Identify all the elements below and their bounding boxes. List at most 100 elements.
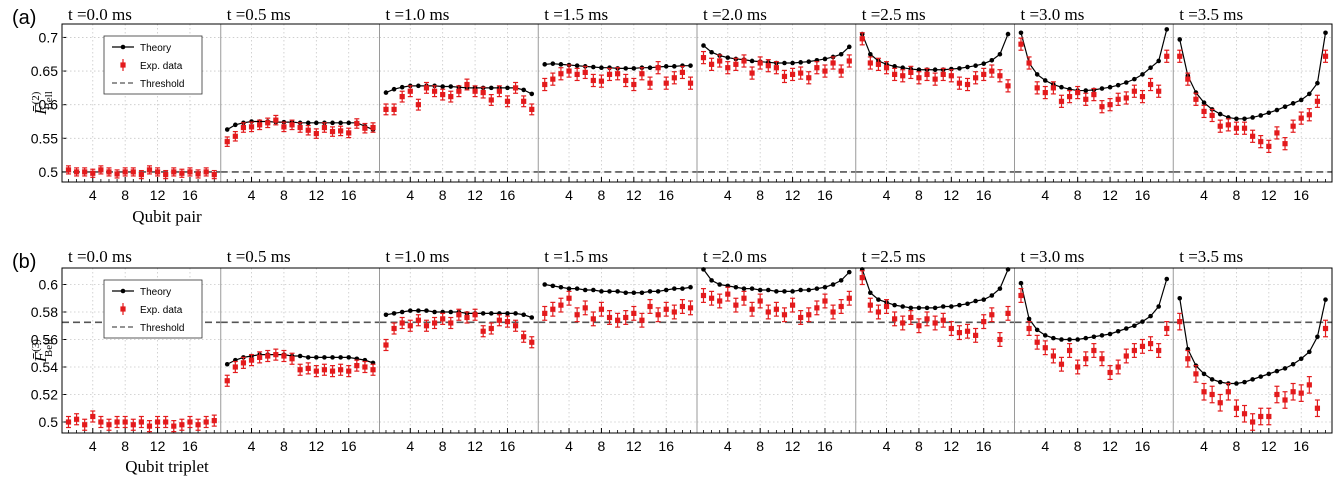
exp-point bbox=[615, 317, 621, 323]
theory-point bbox=[1274, 107, 1280, 113]
exp-point bbox=[542, 310, 548, 316]
exp-point bbox=[281, 353, 287, 359]
theory-point bbox=[330, 120, 335, 126]
theory-point bbox=[1083, 335, 1089, 341]
exp-point bbox=[1322, 325, 1329, 332]
exp-point bbox=[883, 65, 890, 71]
legend-exp-label: Exp. data bbox=[140, 305, 183, 316]
exp-point bbox=[582, 305, 588, 311]
theory-point bbox=[1298, 356, 1304, 362]
theory-point bbox=[774, 289, 779, 294]
x-tick-label: 16 bbox=[817, 438, 833, 454]
theory-point bbox=[521, 312, 526, 318]
theory-point bbox=[432, 309, 437, 315]
exp-point bbox=[822, 68, 828, 74]
exp-point bbox=[631, 81, 637, 88]
exp-point bbox=[822, 298, 828, 304]
exp-point bbox=[1201, 389, 1207, 395]
exp-point bbox=[1107, 369, 1113, 376]
theory-point bbox=[908, 305, 914, 311]
theory-point bbox=[1315, 80, 1320, 86]
exp-point bbox=[248, 357, 255, 363]
theory-line bbox=[703, 45, 850, 64]
theory-point bbox=[1075, 337, 1080, 342]
exp-point bbox=[647, 80, 653, 86]
x-tick-label: 8 bbox=[756, 438, 764, 454]
theory-point bbox=[513, 311, 518, 316]
theory-point bbox=[688, 63, 693, 68]
theory-point bbox=[1107, 331, 1113, 337]
exp-point bbox=[1298, 115, 1304, 121]
exp-point bbox=[362, 364, 368, 370]
theory-point bbox=[1059, 337, 1064, 342]
exp-point bbox=[106, 169, 112, 175]
theory-point bbox=[655, 289, 661, 294]
theory-point bbox=[1107, 84, 1113, 90]
exp-point bbox=[171, 423, 177, 429]
exp-point bbox=[1075, 364, 1081, 370]
exp-point bbox=[1266, 143, 1272, 149]
theory-point bbox=[1217, 111, 1223, 117]
exp-point bbox=[606, 314, 613, 321]
x-tick-label: 12 bbox=[1261, 438, 1277, 454]
exp-point bbox=[1274, 130, 1280, 136]
time-label: t =2.5 ms bbox=[862, 247, 926, 266]
subpanel-4: 4 8 12 16 t =2.0 ms bbox=[696, 247, 856, 454]
exp-point bbox=[114, 419, 120, 425]
theory-line bbox=[1020, 29, 1168, 92]
y-tick-label: 0.56 bbox=[31, 332, 58, 348]
exp-point bbox=[423, 85, 430, 91]
x-tick-label: 16 bbox=[500, 438, 516, 454]
exp-point bbox=[830, 60, 836, 66]
exp-point bbox=[973, 332, 979, 338]
panel-label: (b) bbox=[12, 251, 36, 273]
theory-point bbox=[790, 60, 795, 66]
x-tick-label: 8 bbox=[1074, 187, 1082, 203]
exp-point bbox=[733, 302, 739, 308]
exp-point bbox=[749, 70, 755, 76]
theory-point bbox=[733, 284, 739, 290]
x-tick-label: 8 bbox=[915, 438, 923, 454]
exp-point bbox=[1026, 325, 1032, 332]
legend-threshold-label: Threshold bbox=[140, 79, 184, 90]
exp-point bbox=[163, 172, 169, 178]
exp-point bbox=[338, 128, 344, 134]
subpanel-1: 4 8 12 16 t =0.5 ms bbox=[220, 5, 380, 203]
exp-point bbox=[773, 65, 779, 71]
exp-point bbox=[399, 320, 405, 326]
exp-point bbox=[687, 305, 694, 311]
exp-point bbox=[838, 68, 844, 74]
theory-point bbox=[399, 84, 405, 90]
exp-point bbox=[504, 319, 511, 325]
exp-point bbox=[65, 167, 72, 173]
y-axis-label: F̄(2)Bell bbox=[30, 91, 55, 116]
theory-point bbox=[346, 120, 352, 126]
x-tick-label: 8 bbox=[1233, 438, 1241, 454]
exp-point bbox=[1156, 88, 1162, 94]
theory-point bbox=[314, 355, 319, 360]
exp-point bbox=[472, 88, 478, 94]
exp-point bbox=[321, 124, 328, 131]
theory-point bbox=[1156, 58, 1161, 64]
exp-point bbox=[1005, 83, 1011, 89]
theory-point bbox=[416, 83, 421, 89]
x-tick-label: 4 bbox=[724, 187, 732, 203]
x-tick-label: 8 bbox=[121, 438, 129, 454]
exp-point bbox=[488, 325, 494, 332]
theory-point bbox=[822, 284, 828, 290]
theory-point bbox=[631, 290, 637, 296]
exp-point bbox=[98, 167, 104, 173]
exp-point bbox=[65, 419, 72, 425]
theory-point bbox=[981, 297, 987, 302]
exp-point bbox=[1185, 76, 1191, 82]
exp-point bbox=[281, 124, 287, 130]
x-tick-label: 16 bbox=[976, 438, 992, 454]
exp-point bbox=[948, 73, 954, 79]
exp-point bbox=[1131, 347, 1137, 354]
exp-point bbox=[798, 70, 804, 76]
theory-point bbox=[1234, 116, 1239, 122]
exp-point bbox=[655, 65, 661, 71]
exp-point bbox=[521, 98, 527, 104]
exp-point bbox=[741, 58, 747, 64]
exp-point bbox=[997, 336, 1003, 343]
